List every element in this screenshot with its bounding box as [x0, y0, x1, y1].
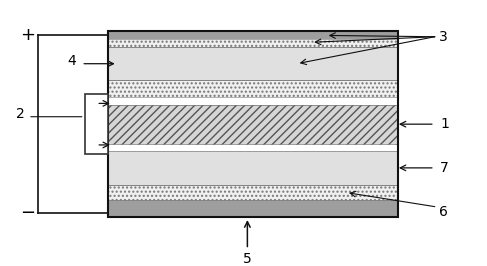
Bar — [108, 47, 398, 80]
Text: 4: 4 — [67, 54, 76, 68]
Text: 5: 5 — [243, 252, 252, 266]
Bar — [108, 144, 398, 151]
Bar — [108, 39, 398, 47]
Bar — [108, 97, 398, 105]
Bar — [108, 151, 398, 185]
Bar — [85, 94, 108, 154]
Bar — [108, 47, 398, 80]
Text: 3: 3 — [439, 30, 448, 44]
Bar — [108, 201, 398, 217]
Bar — [108, 151, 398, 185]
Text: 1: 1 — [440, 117, 449, 131]
Bar — [108, 80, 398, 97]
Bar — [108, 39, 398, 47]
Text: 7: 7 — [440, 161, 449, 175]
Bar — [108, 80, 398, 97]
Text: +: + — [20, 26, 36, 44]
Bar — [108, 105, 398, 144]
Text: 6: 6 — [439, 205, 448, 219]
Text: −: − — [20, 205, 36, 222]
Text: 2: 2 — [17, 107, 25, 121]
Bar — [108, 185, 398, 201]
Bar — [108, 105, 398, 144]
Bar — [108, 31, 398, 217]
Bar — [108, 31, 398, 39]
Bar — [108, 185, 398, 201]
